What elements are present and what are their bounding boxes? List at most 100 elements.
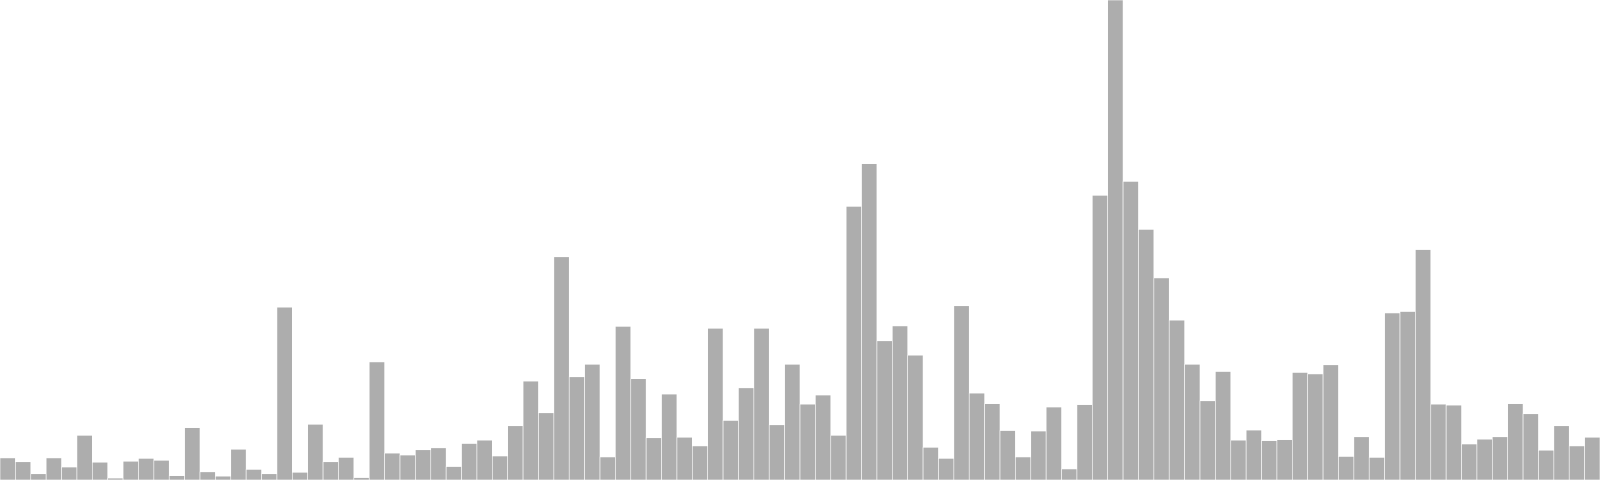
bar-103: [1568, 445, 1585, 480]
bar-38: [568, 376, 585, 480]
bar-82: [1245, 429, 1262, 480]
bar-2: [15, 461, 32, 480]
bar-6: [76, 435, 93, 480]
bar-69: [1045, 406, 1062, 480]
bar-39: [584, 364, 601, 480]
bar-12: [168, 475, 185, 480]
bar-48: [722, 420, 739, 480]
bar-68: [1030, 430, 1047, 480]
bar-20: [292, 472, 308, 480]
bar-21: [307, 424, 324, 480]
bar-80: [1215, 371, 1232, 480]
bar-62: [938, 458, 955, 480]
bar-54: [815, 394, 832, 480]
bar-19: [276, 306, 293, 480]
bar-43: [645, 437, 662, 480]
bar-104: [1584, 436, 1600, 480]
bar-45: [676, 436, 693, 480]
bar-57: [861, 163, 878, 480]
bar-73: [1107, 0, 1124, 480]
bar-84: [1276, 439, 1293, 480]
bar-64: [968, 392, 985, 480]
bar-27: [399, 454, 416, 480]
bar-5: [61, 466, 78, 480]
bar-81: [1230, 439, 1247, 480]
bar-90: [1368, 457, 1385, 480]
bar-86: [1307, 373, 1324, 480]
bar-10: [138, 458, 155, 480]
bar-14: [199, 471, 216, 480]
bar-37: [553, 256, 570, 480]
bar-36: [538, 412, 555, 480]
bar-13: [184, 427, 201, 480]
bar-65: [984, 403, 1001, 480]
bar-30: [445, 466, 462, 480]
bar-42: [630, 378, 647, 480]
bar-96: [1461, 443, 1478, 480]
bar-7: [92, 461, 108, 480]
bar-22: [322, 461, 339, 480]
bar-44: [661, 393, 678, 480]
bar-71: [1076, 404, 1093, 480]
bar-55: [830, 435, 847, 480]
bar-53: [799, 403, 816, 480]
bar-11: [153, 460, 170, 480]
bar-70: [1061, 468, 1078, 480]
bar-58: [876, 340, 893, 480]
bar-16: [230, 448, 247, 480]
bar-1: [0, 457, 16, 480]
bar-92: [1399, 311, 1416, 480]
bar-59: [892, 325, 908, 480]
bar-91: [1384, 312, 1401, 480]
bar-18: [261, 473, 278, 480]
bar-28: [415, 449, 432, 480]
bar-102: [1553, 425, 1570, 480]
bar-95: [1445, 404, 1462, 480]
bar-26: [384, 452, 401, 480]
bar-100: [1522, 413, 1539, 480]
bar-49: [738, 387, 755, 480]
bar-15: [215, 475, 232, 480]
bar-87: [1322, 364, 1339, 480]
bar-101: [1538, 449, 1555, 480]
bar-88: [1338, 456, 1355, 480]
bar-32: [476, 439, 493, 480]
bar-50: [753, 328, 770, 480]
bar-74: [1122, 181, 1139, 480]
bar-29: [430, 447, 447, 480]
bar-85: [1292, 372, 1308, 480]
bar-61: [922, 447, 939, 480]
bar-47: [707, 328, 724, 480]
bar-52: [784, 364, 801, 480]
bar-77: [1168, 319, 1185, 480]
bar-76: [1153, 277, 1170, 480]
bar-23: [338, 457, 355, 480]
bar-51: [768, 424, 785, 480]
bar-17: [245, 469, 262, 480]
bar-31: [461, 443, 478, 480]
bar-93: [1415, 249, 1432, 480]
bar-25: [368, 361, 385, 480]
bar-60: [907, 354, 924, 480]
bar-63: [953, 305, 970, 480]
bar-3: [30, 473, 47, 480]
bar-35: [522, 380, 539, 480]
bar-4: [45, 457, 62, 480]
bar-40: [599, 456, 616, 480]
bar-67: [1015, 456, 1032, 480]
bar-41: [615, 326, 632, 480]
bar-9: [122, 460, 139, 480]
bar-72: [1092, 195, 1108, 480]
bar-78: [1184, 364, 1201, 480]
bar-79: [1199, 400, 1216, 480]
bar-34: [507, 425, 524, 480]
bar-66: [999, 430, 1016, 480]
bar-75: [1138, 229, 1155, 480]
bar-89: [1353, 436, 1370, 480]
bar-56: [845, 206, 862, 480]
bar-99: [1507, 403, 1524, 480]
bar-46: [692, 445, 708, 480]
bar-94: [1430, 403, 1447, 480]
